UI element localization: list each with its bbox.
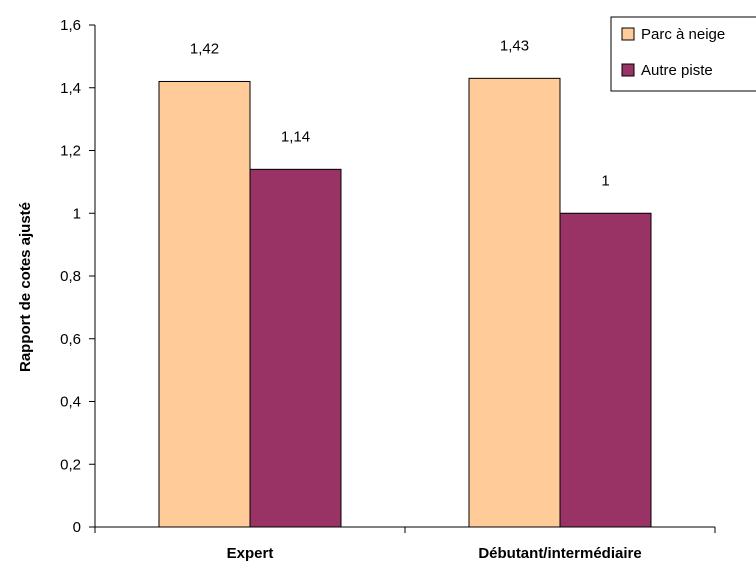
legend-label: Autre piste [641, 62, 713, 79]
data-labels: 1,42 1,14 1,43 1 [190, 37, 610, 189]
legend-label: Parc à neige [641, 26, 725, 43]
x-axis: Expert Débutant/intermédiaire [94, 526, 716, 562]
legend-box [610, 16, 756, 92]
y-axis-title: Rapport de cotes ajusté [17, 202, 34, 372]
data-label: 1,43 [500, 37, 529, 54]
data-label: 1,14 [281, 128, 310, 145]
y-tick-label: 0,4 [60, 394, 81, 411]
data-label: 1 [601, 172, 609, 189]
y-tick-label: 0 [73, 519, 81, 536]
y-tick-label: 1,2 [60, 143, 81, 160]
y-tick-label: 1,4 [60, 80, 81, 97]
x-category-label: Expert [227, 545, 274, 562]
data-label: 1,42 [190, 40, 219, 57]
y-tick-label: 1,6 [60, 17, 81, 34]
legend-swatch [621, 27, 635, 41]
x-category-label: Débutant/intermédiaire [478, 545, 641, 562]
legend: Parc à neige Autre piste [610, 16, 756, 92]
bars [158, 77, 652, 528]
legend-swatch [621, 63, 635, 77]
y-axis: 0 0,2 0,4 0,6 0,8 1 1,2 1,4 1,6 [60, 17, 96, 536]
y-tick-label: 0,6 [60, 331, 81, 348]
y-tick-label: 0,8 [60, 268, 81, 285]
bar [158, 80, 251, 528]
bar [468, 77, 561, 528]
y-tick-label: 0,2 [60, 456, 81, 473]
y-tick-label: 1 [73, 205, 81, 222]
bar [559, 212, 652, 528]
bar [249, 168, 342, 528]
